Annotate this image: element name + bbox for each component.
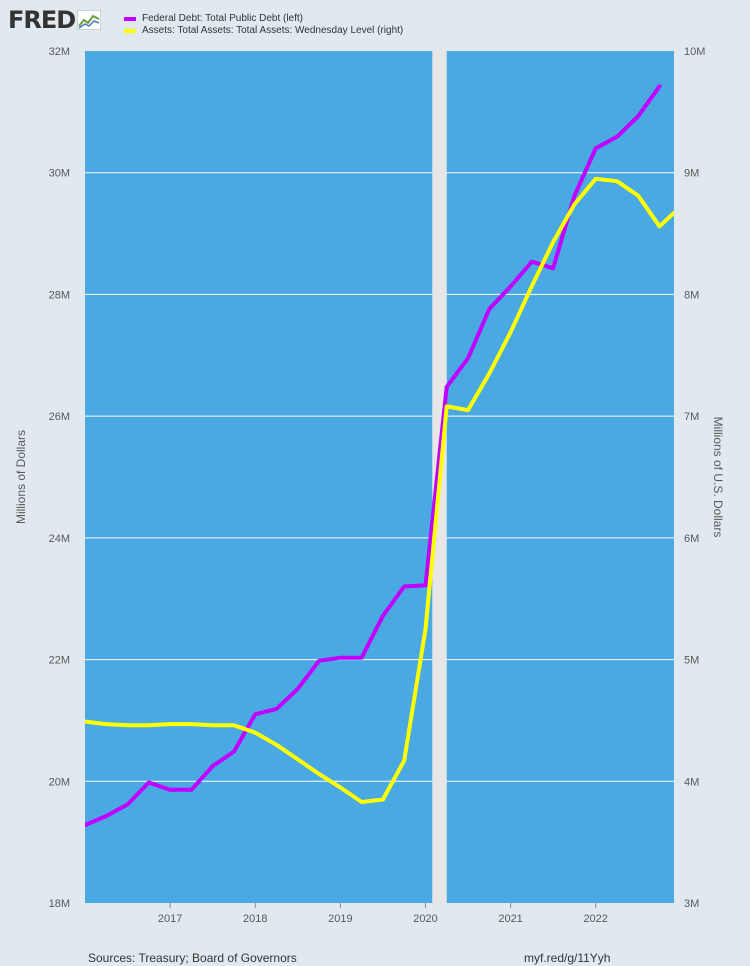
y-right-tick-label: 3M [684,898,699,910]
fred-logo[interactable]: FRED [8,6,102,34]
x-tick-label: 2019 [328,913,352,925]
legend-swatch-assets [124,29,136,33]
legend-item-debt[interactable]: Federal Debt: Total Public Debt (left) [124,13,403,25]
plot-area [85,51,674,903]
y-right-tick-label: 8M [684,289,699,301]
legend: Federal Debt: Total Public Debt (left) A… [124,13,403,37]
x-tick-label: 2018 [243,913,267,925]
legend-label-debt: Federal Debt: Total Public Debt (left) [142,13,304,24]
y-left-tick-label: 24M [49,533,70,545]
logo-text: FRED [8,6,76,34]
legend-label-assets: Assets: Total Assets: Total Assets: Wedn… [142,25,404,36]
y-right-tick-label: 10M [684,46,705,58]
y-left-tick-label: 18M [49,898,70,910]
x-tick-label: 2022 [583,913,607,925]
y-right-axis-label: Millions of U.S. Dollars [711,417,725,538]
series-line-federal-debt [85,84,662,828]
legend-swatch-debt [124,17,136,21]
y-right-tick-label: 7M [684,411,699,423]
header: FRED [8,6,102,40]
y-left-tick-label: 26M [49,411,70,423]
y-left-tick-label: 30M [49,168,70,180]
graph-link[interactable]: myf.red/g/11Yyh [524,951,611,965]
y-left-tick-label: 22M [49,655,70,667]
y-left-tick-label: 28M [49,289,70,301]
y-right-tick-label: 6M [684,533,699,545]
legend-item-assets[interactable]: Assets: Total Assets: Total Assets: Wedn… [124,25,403,37]
series-line-total-assets [85,176,674,804]
chart-line-icon [77,10,102,30]
y-right-tick-label: 9M [684,168,699,180]
x-tick-label: 2017 [158,913,182,925]
x-tick-label: 2021 [498,913,522,925]
y-left-tick-label: 20M [49,776,70,788]
y-left-tick-label: 32M [49,46,70,58]
sources-text: Sources: Treasury; Board of Governors [88,951,297,965]
y-left-axis-label: Millions of Dollars [14,430,28,524]
y-right-tick-label: 4M [684,776,699,788]
y-right-tick-label: 5M [684,655,699,667]
x-tick-label: 2020 [413,913,437,925]
